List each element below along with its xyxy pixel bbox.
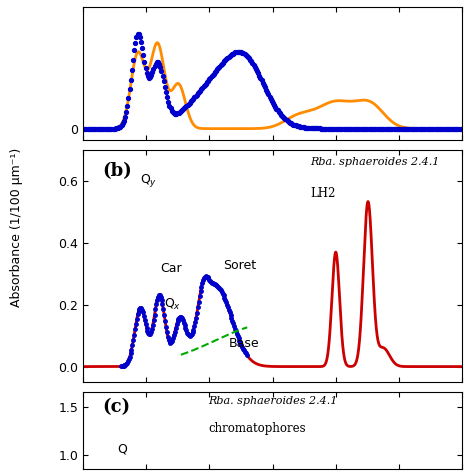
Text: Soret: Soret [223,259,256,272]
Text: LH2: LH2 [310,187,336,200]
Text: Rba. sphaeroides 2.4.1: Rba. sphaeroides 2.4.1 [310,157,440,167]
Text: Base: Base [228,337,259,349]
Text: Q$_y$: Q$_y$ [140,172,157,189]
Text: Q$_x$: Q$_x$ [164,297,182,312]
Text: chromatophores: chromatophores [208,421,306,435]
Text: Absorbance (1/100 μm⁻¹): Absorbance (1/100 μm⁻¹) [10,148,23,307]
Text: Rba. sphaeroides 2.4.1: Rba. sphaeroides 2.4.1 [208,396,337,406]
Text: Car: Car [161,262,182,275]
Text: (c): (c) [102,399,130,417]
Text: Q: Q [117,442,127,456]
Text: (b): (b) [102,162,132,180]
